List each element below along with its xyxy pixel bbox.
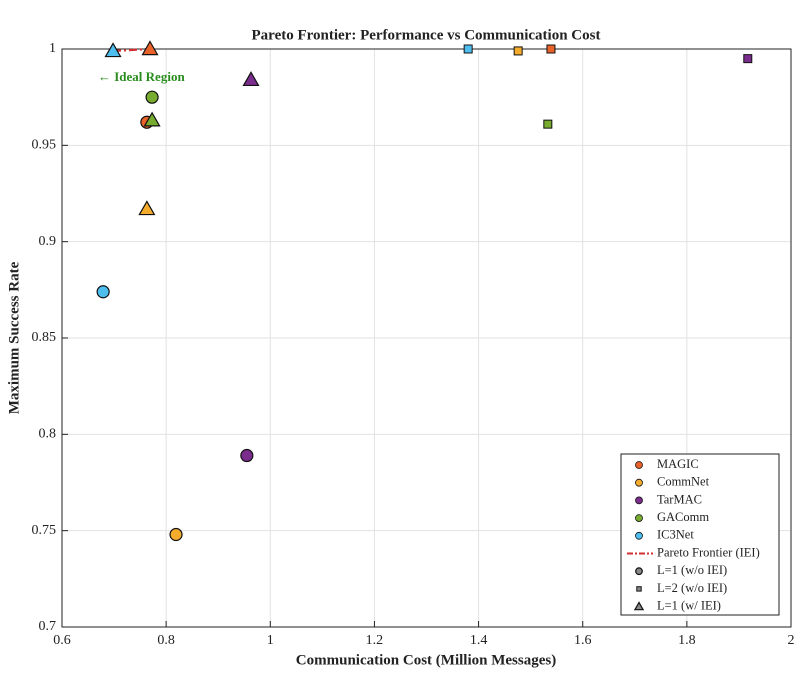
legend-label: L=2 (w/o IEI): [657, 581, 727, 595]
point: [138, 200, 156, 216]
point: [543, 119, 553, 129]
x-tick-label: 2: [788, 633, 795, 648]
point: [242, 71, 260, 87]
legend: MAGIC CommNet TarMAC GAComm IC3Net Pareto Fro…: [620, 453, 780, 616]
legend-label: L=1 (w/o IEI): [657, 563, 727, 577]
legend-label: L=1 (w/ IEI): [657, 598, 721, 612]
y-tick-label: 0.8: [39, 427, 57, 442]
point: [96, 285, 110, 299]
legend-label: MAGIC: [657, 457, 699, 471]
legend-label: Pareto Frontier (IEI): [657, 545, 760, 559]
legend-label: IC3Net: [657, 528, 694, 542]
y-tick-label: 1: [49, 41, 56, 56]
point: [143, 111, 161, 127]
legend-box: [620, 453, 780, 616]
chart-title: Pareto Frontier: Performance vs Communic…: [252, 27, 601, 43]
x-tick-label: 0.8: [157, 633, 175, 648]
x-tick-label: 1: [267, 633, 274, 648]
x-tick-label: 1.2: [366, 633, 384, 648]
legend-marker: [633, 601, 645, 611]
point: [145, 90, 159, 104]
legend-marker: [635, 514, 643, 522]
y-tick-label: 0.7: [39, 619, 57, 634]
point: [240, 448, 254, 463]
point: [743, 54, 753, 64]
y-tick-label: 0.95: [32, 138, 57, 153]
legend-marker: [635, 567, 643, 576]
legend-marker: [636, 586, 642, 592]
legend-label: TarMAC: [657, 492, 702, 506]
y-axis-label: Maximum Success Rate: [6, 261, 22, 414]
point: [463, 44, 473, 54]
x-tick-label: 0.6: [53, 633, 71, 648]
legend-marker: [635, 478, 643, 487]
point: [141, 40, 159, 56]
legend-label: CommNet: [657, 475, 710, 489]
legend-label: GAComm: [657, 510, 709, 524]
legend-marker: [635, 461, 643, 469]
point: [104, 42, 122, 58]
point: [546, 44, 556, 54]
legend-marker: [635, 496, 643, 505]
x-tick-label: 1.8: [678, 633, 696, 648]
y-tick-label: 0.75: [32, 523, 57, 538]
point: [513, 46, 523, 56]
x-axis-label: Communication Cost (Million Messages): [296, 652, 556, 668]
y-tick-label: 0.85: [32, 330, 57, 345]
x-tick-label: 1.4: [470, 633, 488, 648]
point: [169, 527, 183, 542]
plot-frame: [61, 48, 792, 628]
annotation: ← Ideal Region: [98, 69, 185, 84]
pareto-line: [112, 47, 151, 53]
x-tick-label: 1.6: [574, 633, 592, 648]
y-tick-label: 0.9: [39, 234, 57, 249]
legend-marker: [635, 531, 643, 540]
